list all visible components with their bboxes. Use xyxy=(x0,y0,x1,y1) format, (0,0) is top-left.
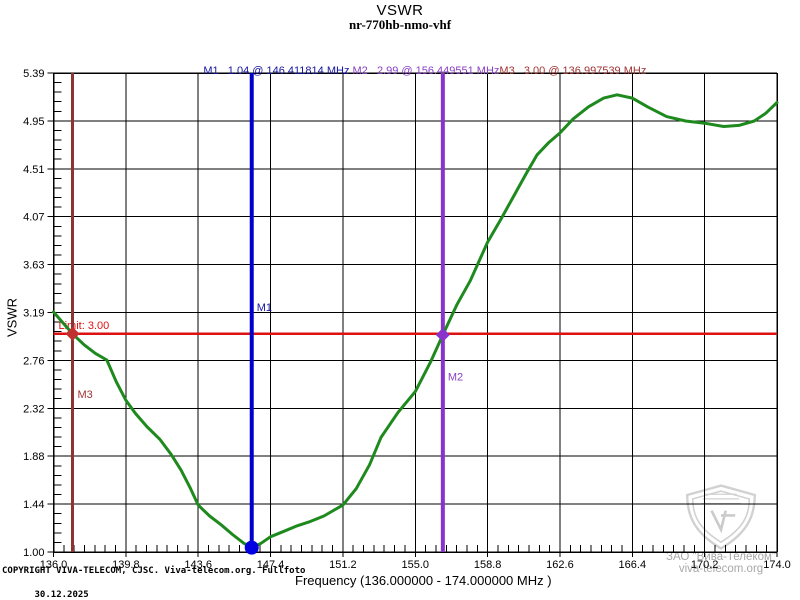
marker-m2-label: M2 xyxy=(448,372,463,384)
vswr-curve xyxy=(52,93,779,550)
axis-ticks xyxy=(47,72,778,557)
watermark: ЗАО "Вива-Телеком" viva-telecom.org xyxy=(666,484,776,575)
y-tick-label: 1.88 xyxy=(23,451,44,463)
y-tick-label: 1.44 xyxy=(23,499,44,511)
marker-m3: M3 xyxy=(65,326,93,401)
x-tick-label: 147.4 xyxy=(257,559,285,571)
x-tick-label: 166.4 xyxy=(619,559,647,571)
y-tick-label: 4.95 xyxy=(23,116,44,128)
marker-m3-label: M3 xyxy=(77,389,92,401)
x-tick-label: 174.0 xyxy=(763,559,791,571)
marker-m1-label: M1 xyxy=(257,302,272,314)
x-tick-label: 158.8 xyxy=(474,559,502,571)
x-tick-label: 155.0 xyxy=(401,559,429,571)
x-tick-label: 136.0 xyxy=(40,559,68,571)
x-tick-label: 143.6 xyxy=(184,559,212,571)
watermark-company: ЗАО "Вива-Телеком" xyxy=(666,551,776,563)
y-tick-label: 2.32 xyxy=(23,403,44,415)
x-tick-label: 162.6 xyxy=(546,559,574,571)
x-tick-label: 151.2 xyxy=(329,559,357,571)
marker-m1: M1 xyxy=(244,302,272,555)
y-tick-label: 1.00 xyxy=(23,547,44,559)
x-tick-labels: 136.0 139.8 143.6 147.4 151.2 155.0 158.8 162.6… xyxy=(40,559,791,571)
y-tick-label: 4.07 xyxy=(23,212,44,224)
x-tick-label: 170.2 xyxy=(691,559,719,571)
y-tick-label: 2.76 xyxy=(23,355,44,367)
y-tick-label: 5.39 xyxy=(23,68,44,80)
y-tick-label: 4.51 xyxy=(23,164,44,176)
y-tick-labels: 1.00 1.44 1.88 2.32 2.76 3.19 3.63 4.07 4.51 4.95… xyxy=(23,68,44,559)
gridlines xyxy=(52,72,778,553)
y-tick-label: 3.19 xyxy=(23,308,44,320)
x-tick-label: 139.8 xyxy=(112,559,140,571)
y-tick-label: 3.63 xyxy=(23,260,44,272)
watermark-site: viva-telecom.org xyxy=(678,563,764,575)
marker-m2: M2 xyxy=(435,327,463,384)
